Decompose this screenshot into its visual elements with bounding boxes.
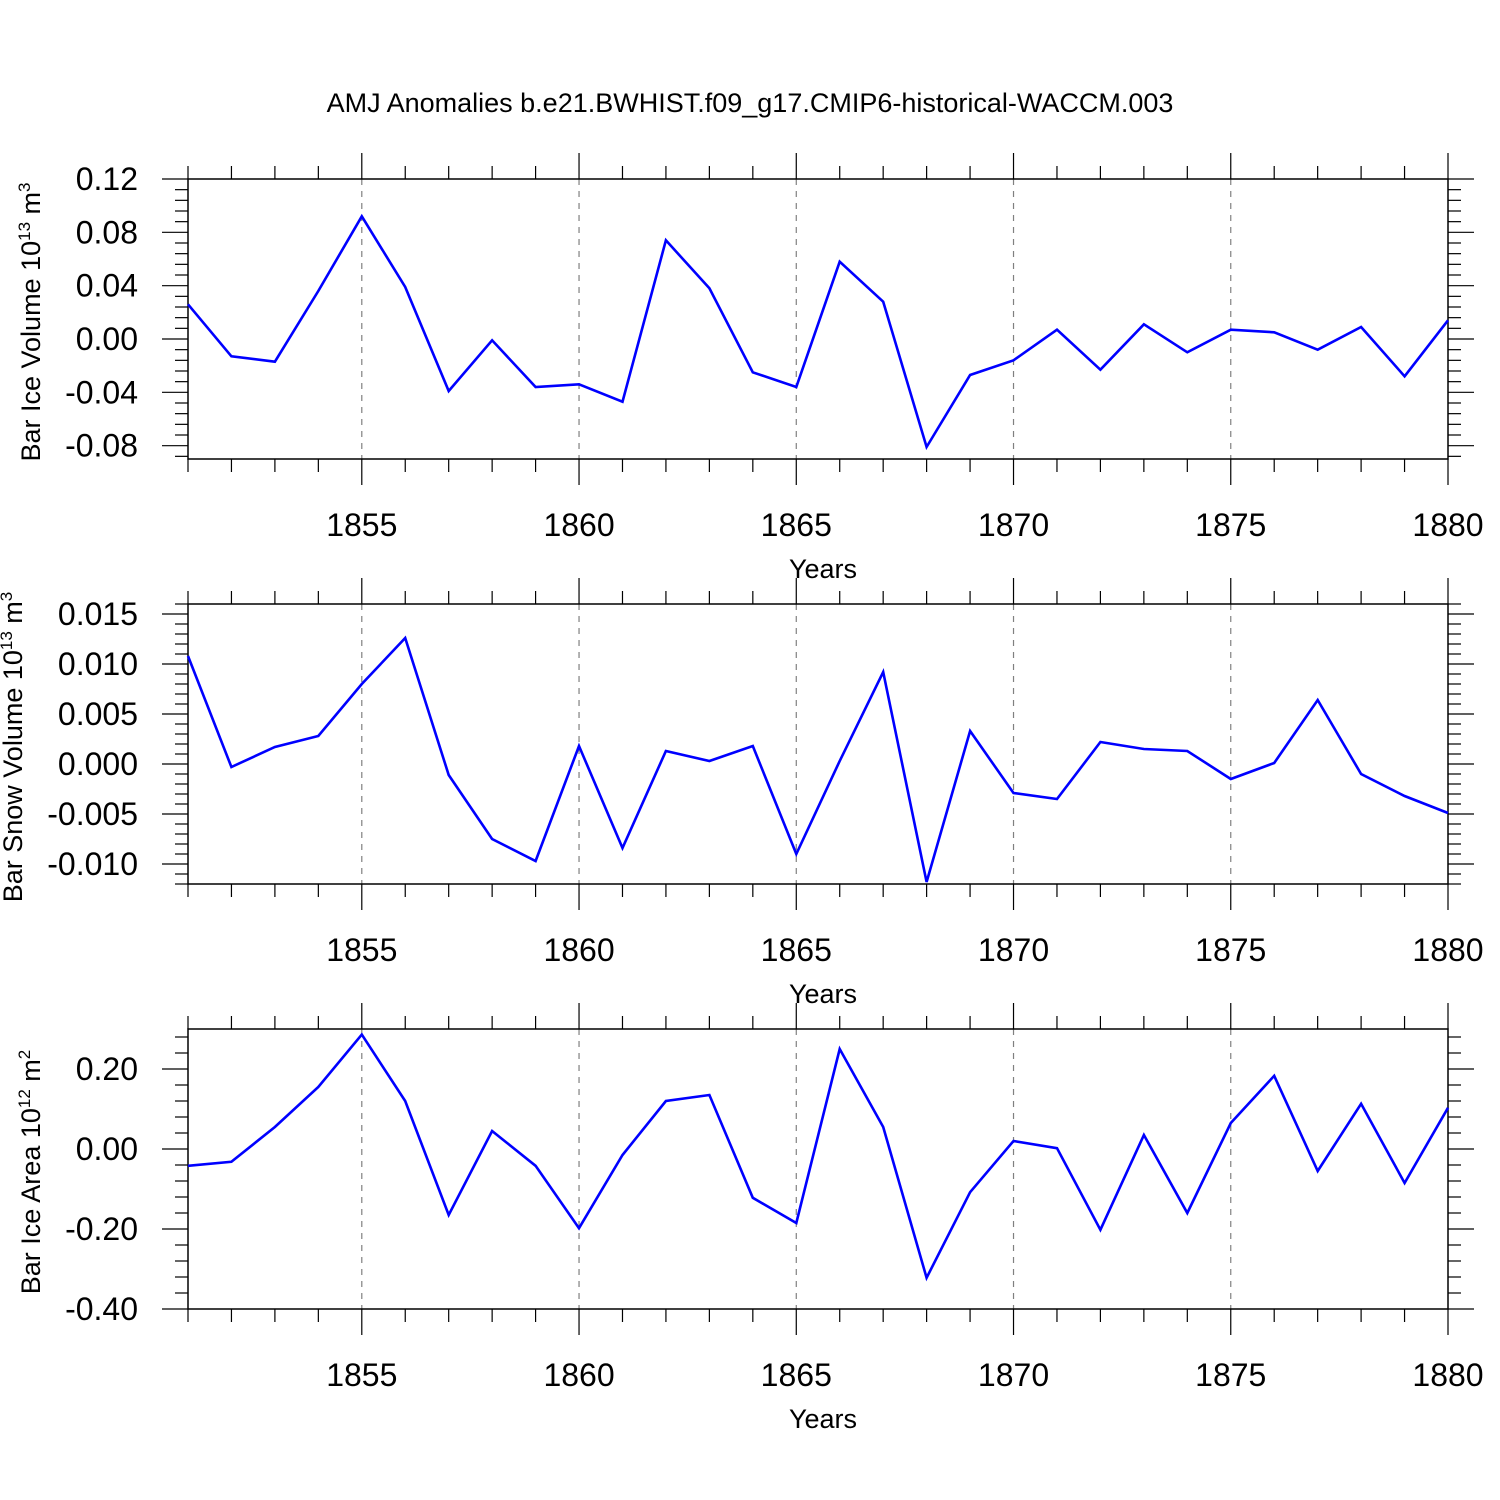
y-tick-label: 0.000 [58,746,138,782]
y-tick-label: 0.00 [76,1131,138,1167]
y-tick-label: -0.04 [65,374,138,410]
y-tick-label: -0.010 [47,846,138,882]
y-tick-label: -0.20 [65,1211,138,1247]
y-tick-label: -0.08 [65,428,138,464]
y-tick-label: 0.00 [76,321,138,357]
y-tick-label: 0.04 [76,268,138,304]
panel-ice-volume: 0.12 0.08 0.04 0.00 -0.04 -0.08 1855 1860 1865 18… [15,153,1484,584]
plot-frame [187,603,1449,885]
y-axis-label: Bar Ice Volume 1013 m3 [15,182,46,461]
y-tick-label: 0.08 [76,214,138,250]
x-axis-label: Years [789,979,857,1009]
y-tick-label: 0.010 [58,646,138,682]
y-axis-label: Bar Ice Area 1012 m2 [15,1050,46,1295]
series-line [187,1032,1450,1282]
panel-ice-area: 0.20 0.00 -0.20 -0.40 1855 1860 1865 1870 1875 18… [15,1003,1484,1434]
plot-frame [187,178,1449,460]
x-tick-label: 1855 [326,932,397,968]
y-tick-label: -0.40 [65,1291,138,1327]
x-tick-label: 1860 [543,1357,614,1393]
x-tick-label: 1870 [978,932,1049,968]
x-tick-label: 1880 [1412,1357,1483,1393]
x-axis-label: Years [789,1404,857,1434]
x-tick-label: 1880 [1412,932,1483,968]
x-tick-label: 1875 [1195,507,1266,543]
y-tick-label: 0.20 [76,1051,138,1087]
x-tick-label: 1865 [761,1357,832,1393]
x-tick-label: 1860 [543,932,614,968]
x-tick-label: 1865 [761,507,832,543]
x-tick-label: 1860 [543,507,614,543]
x-tick-label: 1875 [1195,1357,1266,1393]
plot-frame [187,1028,1449,1310]
chart-title: AMJ Anomalies b.e21.BWHIST.f09_g17.CMIP6… [326,88,1174,118]
series-line [186,635,1449,883]
y-tick-label: 0.005 [58,696,138,732]
x-tick-label: 1875 [1195,932,1266,968]
y-tick-label: -0.005 [47,796,138,832]
x-tick-label: 1880 [1412,507,1483,543]
x-tick-label: 1870 [978,507,1049,543]
y-axis-label: Bar Snow Volume 1013 m3 [0,592,28,903]
x-tick-label: 1870 [978,1357,1049,1393]
x-tick-label: 1865 [761,932,832,968]
y-tick-label: 0.12 [76,161,138,197]
panel-snow-volume: 0.015 0.010 0.005 0.000 -0.005 -0.010 1855 1860… [0,578,1484,1009]
x-tick-label: 1855 [326,507,397,543]
series-line [187,213,1450,451]
x-axis-label: Years [789,554,857,584]
y-tick-label: 0.015 [58,596,138,632]
x-tick-label: 1855 [326,1357,397,1393]
